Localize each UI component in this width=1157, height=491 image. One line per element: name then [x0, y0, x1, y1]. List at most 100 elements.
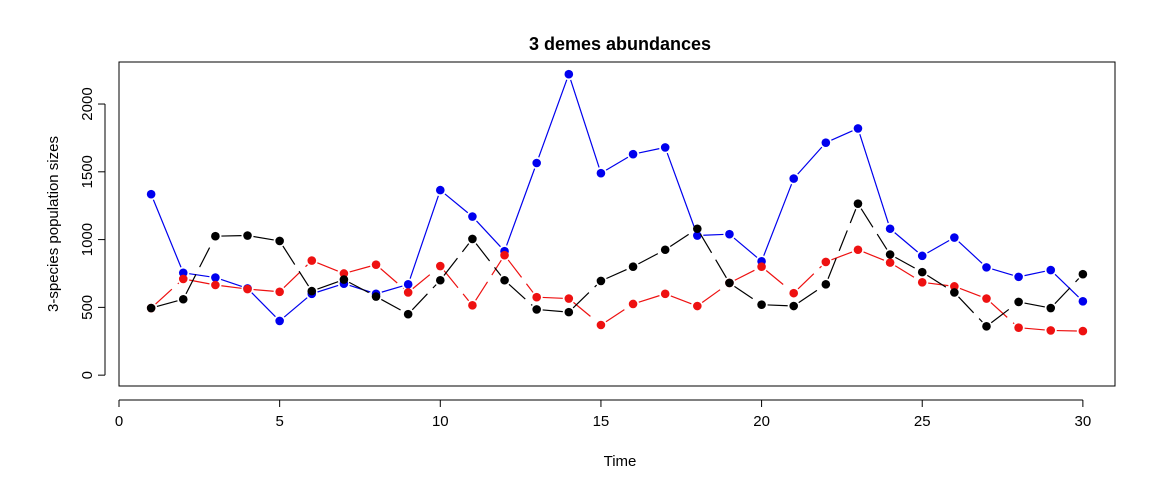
series-2-point	[564, 307, 574, 317]
series-0-point	[403, 280, 413, 289]
series-1-point	[917, 277, 927, 287]
plot-frame	[118, 61, 1116, 387]
series-1-segment	[670, 295, 692, 305]
series-2-segment	[185, 241, 214, 295]
series-0-point	[178, 268, 188, 278]
series-2-segment	[475, 243, 502, 276]
series-1-segment	[863, 251, 885, 261]
y-tick-label: 1500	[79, 155, 96, 188]
series-1-segment	[380, 268, 405, 289]
series-0-point	[596, 168, 606, 178]
series-2-segment	[734, 285, 757, 302]
series-0-segment	[859, 133, 889, 224]
y-tick-label: 1000	[79, 223, 96, 256]
series-1-point	[693, 301, 702, 311]
y-axis-label: 3-species population sizes	[45, 136, 62, 312]
series-2-point	[339, 275, 349, 284]
series-1-point	[950, 282, 959, 291]
series-2-point	[917, 267, 927, 277]
series-2-point	[146, 303, 156, 313]
series-1-segment	[475, 259, 502, 301]
series-2-point	[435, 275, 445, 285]
series-2-segment	[156, 300, 178, 308]
series-1-point	[628, 299, 638, 309]
series-1-point	[564, 294, 574, 303]
series-1	[146, 245, 1088, 336]
series-0-point	[628, 149, 638, 159]
series-0-segment	[1024, 270, 1045, 277]
series-1-segment	[443, 270, 470, 302]
series-1-point	[982, 294, 991, 303]
series-1-segment	[831, 251, 853, 261]
series-0-segment	[283, 297, 308, 318]
series-1-point	[885, 258, 895, 267]
series-2-point	[178, 294, 188, 304]
series-0-point	[1014, 272, 1023, 282]
series-1-segment	[542, 296, 563, 299]
series-2-point	[1046, 303, 1056, 313]
y-tick-label: 2000	[79, 87, 96, 120]
series-2-point	[243, 231, 252, 240]
series-0-segment	[409, 195, 439, 279]
series-1-segment	[1024, 327, 1045, 331]
series-0-segment	[220, 278, 243, 288]
series-2-segment	[958, 296, 983, 323]
series-2-point	[211, 231, 220, 241]
series-0-segment	[1054, 273, 1079, 298]
series-2-segment	[767, 304, 788, 307]
series-2-segment	[317, 281, 339, 290]
series-2-point	[468, 234, 477, 244]
series-0-point	[789, 174, 799, 183]
series-2-segment	[1054, 278, 1080, 305]
series-2-point	[853, 199, 863, 208]
series-1-point	[468, 301, 477, 310]
series-0-point	[853, 124, 863, 133]
series-0-segment	[666, 152, 696, 231]
series-2-segment	[895, 256, 918, 270]
series-0-segment	[763, 183, 793, 256]
series-2-segment	[411, 284, 437, 311]
series-1-segment	[701, 285, 725, 304]
series-1-segment	[765, 270, 790, 290]
series-0-segment	[538, 79, 568, 158]
series-0-segment	[317, 284, 339, 293]
series-2-segment	[282, 245, 310, 287]
x-tick-label: 15	[593, 413, 610, 430]
series-0-segment	[992, 268, 1014, 276]
series-0-segment	[251, 292, 276, 318]
series-0-segment	[189, 273, 210, 278]
series-2-point	[660, 245, 670, 255]
series-1-segment	[638, 295, 660, 303]
series-2-segment	[827, 209, 857, 279]
series-1-segment	[317, 262, 339, 272]
series-2-point	[821, 280, 831, 289]
series-0-point	[885, 224, 895, 234]
series-2-point	[950, 288, 959, 297]
x-tick-label: 5	[275, 413, 283, 430]
series-2-point	[403, 309, 413, 319]
y-axis: 0 500 1000 1500 2000	[79, 87, 106, 379]
series-0-segment	[605, 156, 629, 171]
series-1-segment	[349, 265, 371, 273]
series-0-point	[950, 233, 959, 242]
series-1-segment	[253, 288, 274, 292]
series-2-point	[757, 300, 766, 309]
series-1-segment	[959, 287, 982, 297]
series-2-segment	[253, 235, 274, 241]
series-2-segment	[508, 283, 533, 306]
series-2-point	[532, 305, 541, 314]
series-1-point	[435, 261, 445, 271]
series-2-segment	[381, 298, 404, 312]
x-tick-label: 25	[914, 413, 931, 430]
series-0-point	[917, 251, 927, 261]
series-2-segment	[990, 305, 1015, 324]
series-1-point	[500, 250, 509, 260]
series-1-segment	[221, 285, 242, 289]
series-2-segment	[860, 208, 888, 250]
series-1-point	[1078, 326, 1088, 336]
series-0-segment	[506, 168, 536, 246]
series-2-segment	[638, 252, 661, 265]
series-2-segment	[542, 309, 563, 313]
series-0-segment	[831, 130, 853, 141]
series-0-point	[660, 143, 670, 152]
